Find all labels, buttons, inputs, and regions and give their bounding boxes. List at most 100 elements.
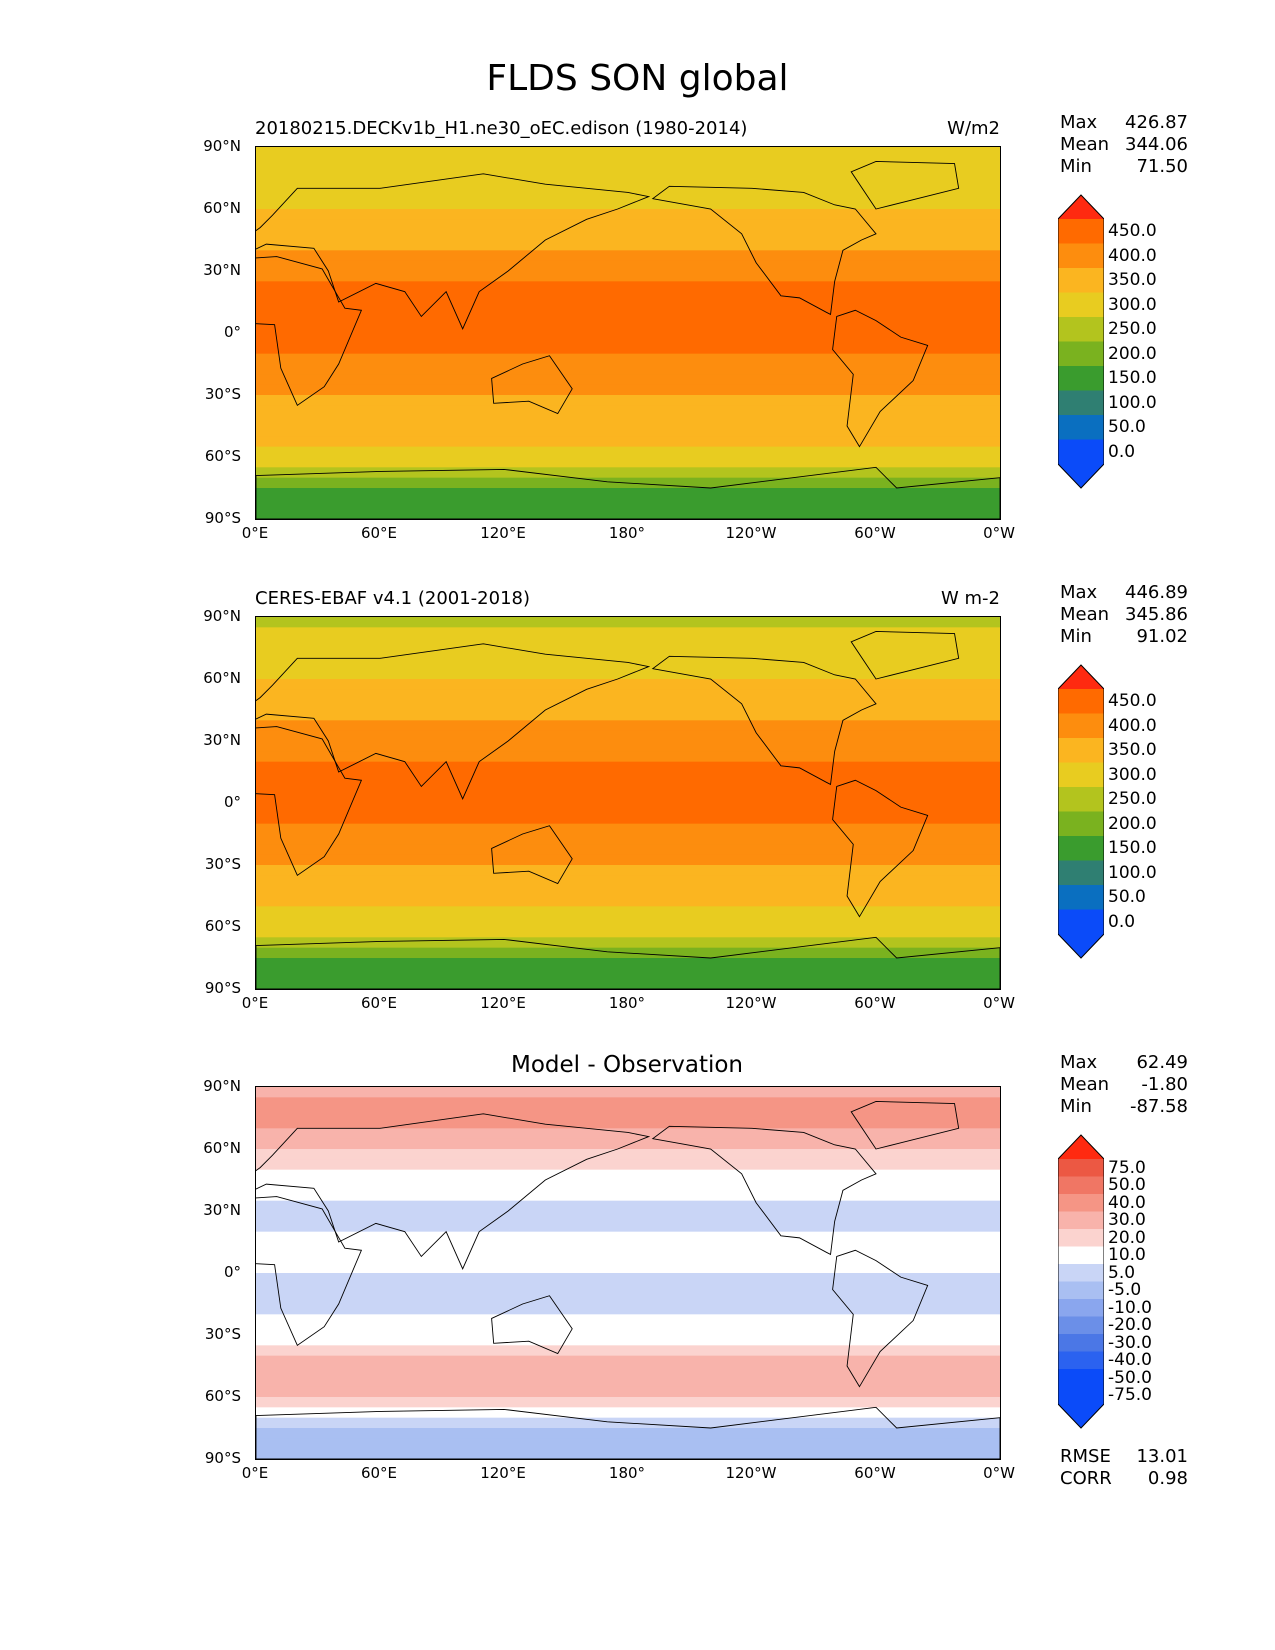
- colorbar-segment: [1058, 1135, 1104, 1159]
- colorbar-segment: [1058, 439, 1104, 465]
- coastline: [850, 631, 960, 680]
- stat-max: 426.87: [1125, 112, 1188, 133]
- diff-map: [255, 1086, 1001, 1460]
- field-band: [256, 498, 1000, 510]
- field-band: [256, 384, 1000, 396]
- colorbar-tick-label: 50.0: [1108, 417, 1146, 438]
- lat-tick-label: 30°N: [203, 261, 241, 279]
- stat-mean: -1.80: [1141, 1074, 1188, 1095]
- field-band: [256, 446, 1000, 458]
- field-band: [256, 1376, 1000, 1388]
- field-band: [256, 209, 1000, 220]
- diff-panel: Model - Observation Max 62.49 Mean -1.80 M…: [0, 1052, 1275, 1498]
- colorbar-segment: [1058, 738, 1104, 763]
- colorbar-segment: [1058, 317, 1104, 342]
- colorbar-segment: [1058, 292, 1104, 318]
- lon-tick-label: 120°W: [725, 994, 777, 1012]
- field-band: [256, 1169, 1000, 1181]
- coastline: [651, 1125, 877, 1256]
- field-band: [256, 291, 1000, 303]
- colorbar-tick-label: 40.0: [1108, 1192, 1146, 1213]
- field-band: [256, 1283, 1000, 1295]
- colorbar-segment: [1058, 268, 1104, 293]
- colorbar-tick-label: 250.0: [1108, 789, 1157, 810]
- lon-tick-label: 60°W: [854, 524, 896, 542]
- field-band: [256, 658, 1000, 670]
- stat-min: -87.58: [1129, 1096, 1188, 1117]
- obs-map: [255, 616, 1001, 990]
- diff-colorbar: [1058, 1134, 1104, 1429]
- lon-tick-label: 60°E: [360, 994, 398, 1012]
- rmse-label: RMSE: [1060, 1446, 1111, 1467]
- colorbar-segment: [1058, 909, 1104, 935]
- field-band: [256, 834, 1000, 845]
- field-band: [256, 1107, 1000, 1119]
- lat-tick-label: 0°: [223, 1263, 241, 1281]
- field-band: [256, 1428, 1000, 1439]
- colorbar-tick-label: 300.0: [1108, 764, 1157, 785]
- obs-colorbar: [1058, 664, 1104, 959]
- colorbar-segment: [1058, 1334, 1104, 1352]
- field-band: [256, 467, 1000, 479]
- colorbar-segment: [1058, 1404, 1104, 1428]
- colorbar-tick-label: -30.0: [1108, 1332, 1152, 1353]
- stat-min: 91.02: [1136, 626, 1188, 647]
- colorbar-segment: [1058, 243, 1104, 269]
- field-band: [256, 1087, 1000, 1098]
- colorbar-segment: [1058, 1281, 1104, 1300]
- model-map: [255, 146, 1001, 520]
- stat-max-label: Max: [1060, 112, 1098, 133]
- field-band: [256, 751, 1000, 763]
- stat-mean: 344.06: [1125, 134, 1188, 155]
- colorbar-tick-label: 250.0: [1108, 319, 1157, 340]
- stat-mean-label: Mean: [1060, 134, 1110, 155]
- colorbar-segment: [1058, 811, 1104, 837]
- lon-tick-label: 60°E: [360, 1464, 398, 1482]
- field-band: [256, 147, 1000, 158]
- colorbar-segment: [1058, 1316, 1104, 1335]
- field-band: [256, 1438, 1000, 1450]
- field-band: [256, 333, 1000, 344]
- field-band: [256, 720, 1000, 732]
- lat-tick-label: 0°: [223, 793, 241, 811]
- colorbar-tick-label: -40.0: [1108, 1350, 1152, 1371]
- corr-label: CORR: [1060, 1468, 1112, 1489]
- field-band: [256, 1221, 1000, 1233]
- field-band: [256, 885, 1000, 897]
- lat-tick-label: 90°S: [204, 509, 241, 527]
- field-band: [256, 1407, 1000, 1419]
- field-band: [256, 508, 1000, 519]
- field-band: [256, 689, 1000, 701]
- field-band: [256, 1252, 1000, 1264]
- lon-tick-label: 60°E: [360, 524, 398, 542]
- diff-stats: Max 62.49 Mean -1.80 Min -87.58: [1060, 1052, 1188, 1118]
- colorbar-tick-label: -10.0: [1108, 1297, 1152, 1318]
- colorbar-segment: [1058, 885, 1104, 910]
- lon-tick-label: 120°E: [480, 994, 526, 1012]
- field-band: [256, 488, 1000, 499]
- stat-min-label: Min: [1060, 156, 1092, 177]
- coastline: [256, 1113, 651, 1270]
- stat-max-label: Max: [1060, 582, 1098, 603]
- colorbar-segment: [1058, 664, 1104, 959]
- colorbar-segment: [1058, 219, 1104, 244]
- colorbar-segment: [1058, 1299, 1104, 1317]
- field-band: [256, 1366, 1000, 1377]
- colorbar-segment: [1058, 415, 1104, 440]
- lon-tick-label: 120°W: [725, 524, 777, 542]
- field-band: [256, 1211, 1000, 1222]
- coastline: [832, 309, 929, 448]
- field-band: [256, 782, 1000, 794]
- field-band: [256, 353, 1000, 365]
- field-band: [256, 1397, 1000, 1408]
- lat-tick-label: 60°N: [203, 1139, 241, 1157]
- lon-tick-label: 60°W: [854, 1464, 896, 1482]
- field-band: [256, 617, 1000, 628]
- colorbar-segment: [1058, 762, 1104, 788]
- field-band: [256, 937, 1000, 949]
- colorbar-tick-label: 30.0: [1108, 1210, 1146, 1231]
- stat-min-label: Min: [1060, 1096, 1092, 1117]
- colorbar-tick-label: 50.0: [1108, 887, 1146, 908]
- field-band: [256, 312, 1000, 324]
- field-band: [256, 1273, 1000, 1284]
